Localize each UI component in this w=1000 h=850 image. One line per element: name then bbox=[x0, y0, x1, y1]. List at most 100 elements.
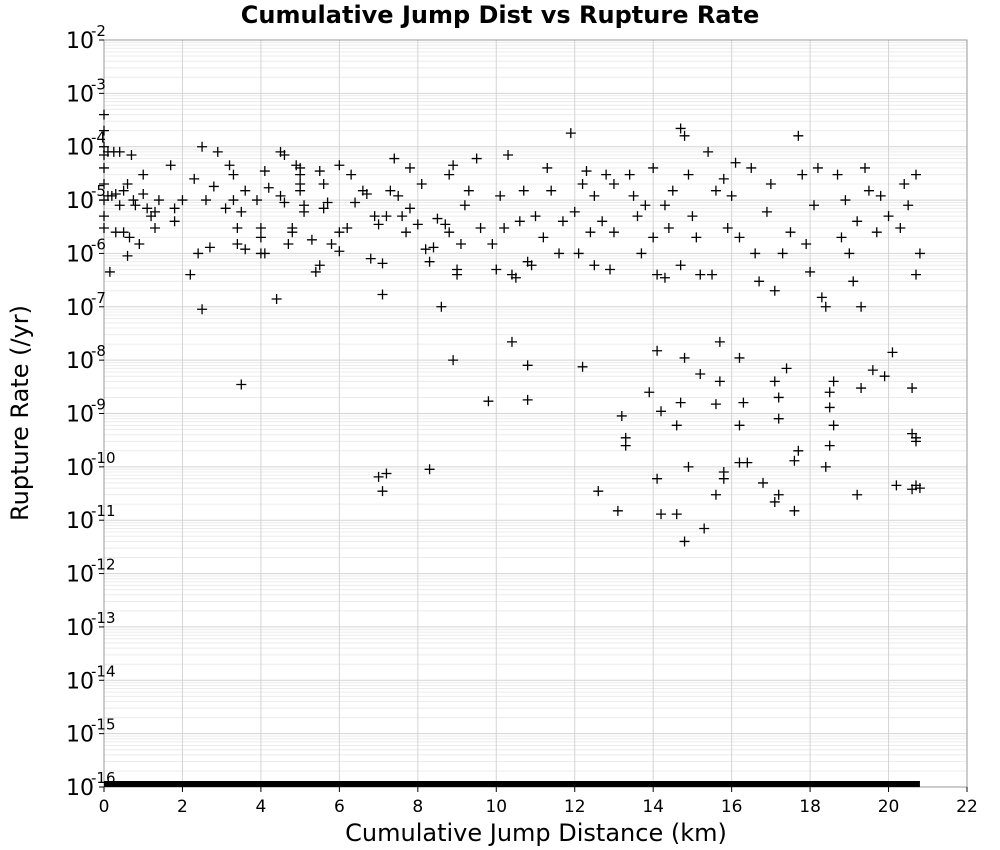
data-point bbox=[597, 216, 608, 227]
data-point bbox=[679, 536, 690, 547]
x-tick-label: 18 bbox=[799, 797, 821, 817]
data-point bbox=[911, 432, 922, 443]
data-point bbox=[557, 216, 568, 227]
data-point bbox=[754, 276, 765, 287]
data-point bbox=[714, 336, 725, 347]
data-point bbox=[644, 387, 655, 398]
data-point bbox=[914, 483, 925, 494]
y-tick-base: 10 bbox=[66, 776, 94, 801]
data-point bbox=[197, 141, 208, 152]
data-point bbox=[856, 301, 867, 312]
data-point bbox=[734, 232, 745, 243]
data-point bbox=[773, 392, 784, 403]
data-point bbox=[232, 222, 243, 233]
data-point bbox=[228, 195, 239, 206]
data-point bbox=[342, 222, 353, 233]
x-tick-label: 14 bbox=[642, 797, 664, 817]
data-point bbox=[126, 149, 137, 160]
data-point bbox=[259, 166, 270, 177]
data-point bbox=[314, 166, 325, 177]
data-point bbox=[671, 509, 682, 520]
data-point bbox=[128, 195, 139, 206]
y-axis-ticks: 10-210-310-410-510-610-710-810-910-1010-… bbox=[66, 22, 116, 801]
y-tick-base: 10 bbox=[66, 242, 94, 267]
y-tick-exponent: -6 bbox=[91, 235, 106, 253]
data-point bbox=[228, 169, 239, 180]
data-point bbox=[671, 420, 682, 431]
data-point bbox=[130, 200, 141, 211]
data-point bbox=[455, 239, 466, 250]
y-tick-label: 10-8 bbox=[66, 342, 106, 374]
data-point bbox=[828, 376, 839, 387]
data-point bbox=[573, 248, 584, 259]
data-point bbox=[612, 505, 623, 516]
y-tick-exponent: -15 bbox=[91, 716, 116, 734]
data-point bbox=[820, 461, 831, 472]
data-point bbox=[699, 523, 710, 534]
data-point bbox=[785, 227, 796, 238]
data-point bbox=[142, 203, 153, 214]
data-point bbox=[193, 248, 204, 259]
data-point bbox=[722, 222, 733, 233]
data-point bbox=[177, 195, 188, 206]
data-point bbox=[769, 376, 780, 387]
data-point bbox=[149, 222, 160, 233]
data-point bbox=[577, 179, 588, 190]
data-point bbox=[114, 200, 125, 211]
data-point bbox=[373, 219, 384, 230]
data-point bbox=[652, 269, 663, 280]
data-point bbox=[522, 360, 533, 371]
data-point bbox=[314, 260, 325, 271]
data-point bbox=[138, 188, 149, 199]
y-tick-label: 10-14 bbox=[66, 662, 116, 694]
x-tick-label: 20 bbox=[878, 797, 900, 817]
data-point bbox=[887, 347, 898, 358]
y-tick-base: 10 bbox=[66, 669, 94, 694]
data-point bbox=[448, 355, 459, 366]
data-point bbox=[663, 222, 674, 233]
data-point bbox=[122, 179, 133, 190]
y-axis-label: Rupture Rate (/yr) bbox=[6, 305, 34, 521]
data-point bbox=[601, 169, 612, 180]
data-point bbox=[710, 185, 721, 196]
y-tick-label: 10-6 bbox=[66, 235, 106, 267]
y-tick-exponent: -8 bbox=[91, 342, 106, 360]
data-point bbox=[389, 153, 400, 164]
y-tick-exponent: -7 bbox=[91, 289, 106, 307]
data-point bbox=[306, 234, 317, 245]
data-point bbox=[377, 289, 388, 300]
data-point bbox=[777, 248, 788, 259]
data-point bbox=[506, 336, 517, 347]
data-point bbox=[879, 371, 890, 382]
data-point bbox=[452, 269, 463, 280]
data-point bbox=[99, 222, 109, 233]
data-point bbox=[475, 222, 486, 233]
data-point bbox=[683, 169, 694, 180]
y-tick-base: 10 bbox=[66, 723, 94, 748]
data-point bbox=[99, 109, 109, 120]
data-point bbox=[377, 258, 388, 269]
data-point bbox=[424, 464, 435, 475]
data-point bbox=[212, 146, 223, 157]
data-point bbox=[334, 227, 345, 238]
data-point bbox=[295, 169, 306, 180]
data-point bbox=[667, 185, 678, 196]
data-point bbox=[114, 146, 125, 157]
data-point bbox=[275, 190, 286, 201]
data-point bbox=[734, 352, 745, 363]
data-point bbox=[263, 182, 274, 193]
data-point bbox=[271, 293, 282, 304]
x-tick-label: 22 bbox=[956, 797, 978, 817]
data-point bbox=[679, 352, 690, 363]
data-point bbox=[416, 179, 427, 190]
data-point bbox=[773, 489, 784, 500]
data-point bbox=[110, 188, 121, 199]
data-point bbox=[149, 206, 160, 217]
data-point bbox=[824, 402, 835, 413]
data-point bbox=[824, 440, 835, 451]
data-point bbox=[412, 219, 423, 230]
data-point bbox=[299, 206, 310, 217]
data-point bbox=[169, 203, 180, 214]
data-point bbox=[659, 200, 670, 211]
